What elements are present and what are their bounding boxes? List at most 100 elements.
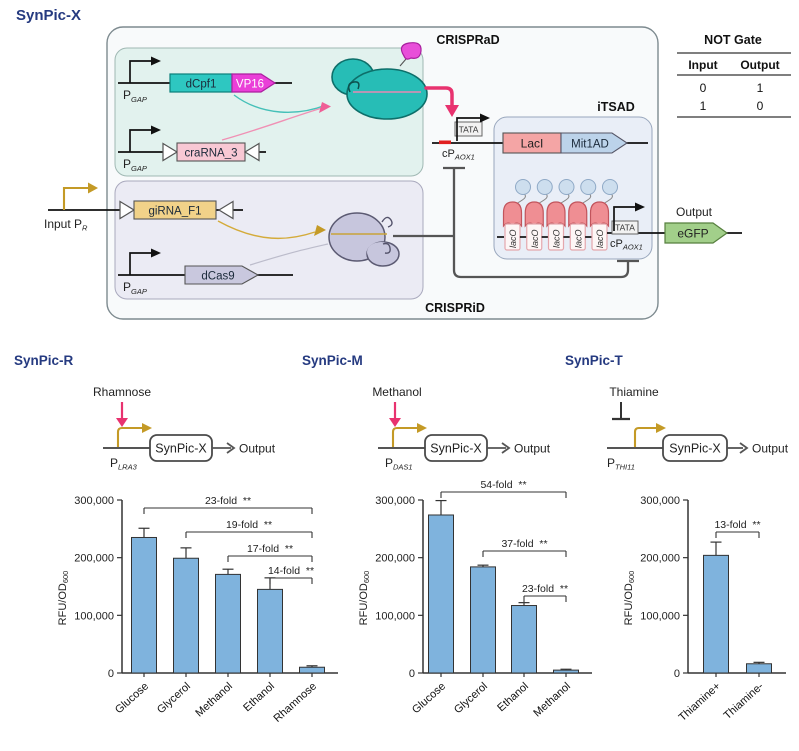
laci-repressor-icon — [568, 201, 588, 228]
input-promoter-arrow-icon — [62, 186, 88, 210]
module-label: SynPic-X — [430, 442, 482, 456]
promoter-arrowhead-icon — [151, 248, 161, 258]
x-category-label: Ethanol — [241, 680, 277, 714]
panel-title: SynPic-R — [14, 353, 74, 368]
egfp-output-construct: TATA cPAOX1 eGFP Output — [607, 202, 742, 252]
girna-assembly-curve — [217, 220, 316, 240]
promoter-arrow-icon — [129, 252, 151, 275]
y-tick-label: 300,000 — [640, 495, 680, 507]
figure-title: SynPic-X — [16, 7, 81, 24]
input-promoter-arrowhead-icon — [88, 182, 98, 194]
dcpf1-vp16-complex-icon — [221, 42, 428, 141]
y-tick-label: 0 — [409, 668, 415, 680]
laco-site-label: lacO — [552, 229, 562, 248]
crarna-construct: PGAP craRNA_3 — [118, 125, 266, 173]
x-category-label: Methanol — [531, 680, 573, 719]
vp16-gene-arrow — [231, 73, 277, 93]
bar-glycerol — [173, 557, 199, 674]
laco-unit: lacO — [568, 179, 597, 251]
output-label: Output — [514, 442, 551, 456]
y-tick-label: 200,000 — [74, 553, 114, 565]
cell-output-1: 0 — [757, 99, 764, 113]
laci-repressor-icon — [589, 201, 610, 228]
ribozyme-triangle-icon — [217, 200, 234, 220]
x-category-label: Thiamine- — [722, 680, 767, 722]
cell-input-0: 0 — [700, 81, 707, 95]
crarna-target-site — [439, 140, 451, 145]
laci-repressor-icon — [546, 201, 566, 228]
activation-arrowhead-icon — [445, 105, 459, 117]
cell-input-1: 1 — [700, 99, 707, 113]
girna-gene-label: giRNA_F1 — [148, 206, 201, 218]
tata-label: TATA — [459, 125, 479, 135]
vp16-gene-label: VP16 — [236, 79, 264, 91]
panel-synpic-r-header: SynPic-R Rhamnose PLRA3 SynPic-X Output — [14, 353, 276, 472]
inducible-promoter-arrow-icon — [391, 426, 417, 448]
bar-glucose — [131, 536, 157, 674]
pgap-label: PGAP — [123, 280, 147, 296]
girna-gene-box — [133, 200, 217, 220]
inducer-label: Thiamine — [609, 385, 659, 399]
y-tick-label: 300,000 — [375, 495, 415, 507]
promoter-arrow-icon — [129, 129, 151, 152]
promoter-label: PDAS1 — [385, 456, 413, 472]
panel-title: SynPic-T — [565, 353, 624, 368]
laco-site-label: lacO — [508, 229, 518, 248]
col-header-output: Output — [740, 58, 779, 72]
cell-output-0: 1 — [757, 81, 764, 95]
dcas9-construct: PGAP dCas9 — [118, 248, 293, 296]
y-tick-label: 300,000 — [74, 495, 114, 507]
crispri-label: CRISPRiD — [425, 301, 485, 315]
tata-box — [454, 121, 483, 137]
vp16-domain-blob — [400, 42, 422, 60]
dcas9-assembly-curve — [249, 243, 329, 266]
promoter-arrowhead-icon — [635, 202, 645, 212]
y-tick-label: 100,000 — [640, 610, 680, 622]
girna-construct: Input PR giRNA_F1 — [44, 182, 243, 233]
x-category-label: Methanol — [193, 680, 235, 719]
dcas9-complex-icon — [217, 212, 400, 267]
y-tick-label: 200,000 — [640, 553, 680, 565]
chart-synpic-m: 0 100,000 200,000 300,000 RFU/OD600 Glucose Gl… — [358, 479, 592, 720]
y-axis-label: RFU/OD600 — [623, 571, 636, 626]
mit1ad-sphere-icon — [515, 179, 531, 195]
promoter-arrow-icon — [456, 117, 480, 141]
laco-unit: lacO — [524, 179, 553, 251]
mit1ad-sphere-icon — [536, 179, 553, 195]
inducible-promoter-arrow-icon — [116, 426, 142, 448]
fold-change-label: 23-fold ** — [522, 583, 568, 595]
panel-title: SynPic-M — [302, 353, 363, 368]
output-arrowhead-icon — [226, 442, 236, 454]
dcas9-gene-label: dCas9 — [201, 271, 234, 283]
y-tick-label: 100,000 — [74, 610, 114, 622]
dcpf1-gene-label: dCpf1 — [186, 79, 217, 91]
crarna-arrowhead-icon — [319, 102, 331, 113]
promoter-arrow-icon — [613, 206, 635, 231]
fold-change-label: 17-fold ** — [247, 543, 293, 555]
module-label: SynPic-X — [669, 442, 721, 456]
ribozyme-triangle-icon — [243, 142, 260, 162]
repression-line — [452, 169, 630, 279]
itsad-label: iTSAD — [597, 100, 635, 114]
mit1ad-sphere-icon — [580, 179, 597, 195]
x-category-label: Glucose — [113, 680, 151, 716]
inducible-promoter-arrowhead-icon — [142, 423, 152, 433]
laci-repressor-icon — [524, 201, 544, 228]
y-axis-label: RFU/OD600 — [57, 571, 70, 626]
col-header-input: Input — [688, 58, 717, 72]
ribozyme-triangle-icon — [162, 142, 179, 162]
mit1ad-sphere-icon — [602, 179, 618, 195]
dcpf1-vp16-construct: PGAP dCpf1 VP16 — [118, 56, 292, 104]
laco-site-box — [591, 223, 608, 251]
not-gate-title: NOT Gate — [704, 33, 762, 47]
module-label: SynPic-X — [155, 442, 207, 456]
bar-ethanol — [257, 588, 283, 674]
laci-repressor-icon — [502, 201, 523, 228]
laco-unit: lacO — [546, 179, 575, 251]
crispri-repression-wiring — [393, 166, 639, 279]
output-label: Output — [752, 442, 789, 456]
bar-thiamine+ — [703, 554, 729, 674]
bar-ethanol — [511, 605, 537, 674]
x-category-label: Thiamine+ — [677, 680, 723, 723]
